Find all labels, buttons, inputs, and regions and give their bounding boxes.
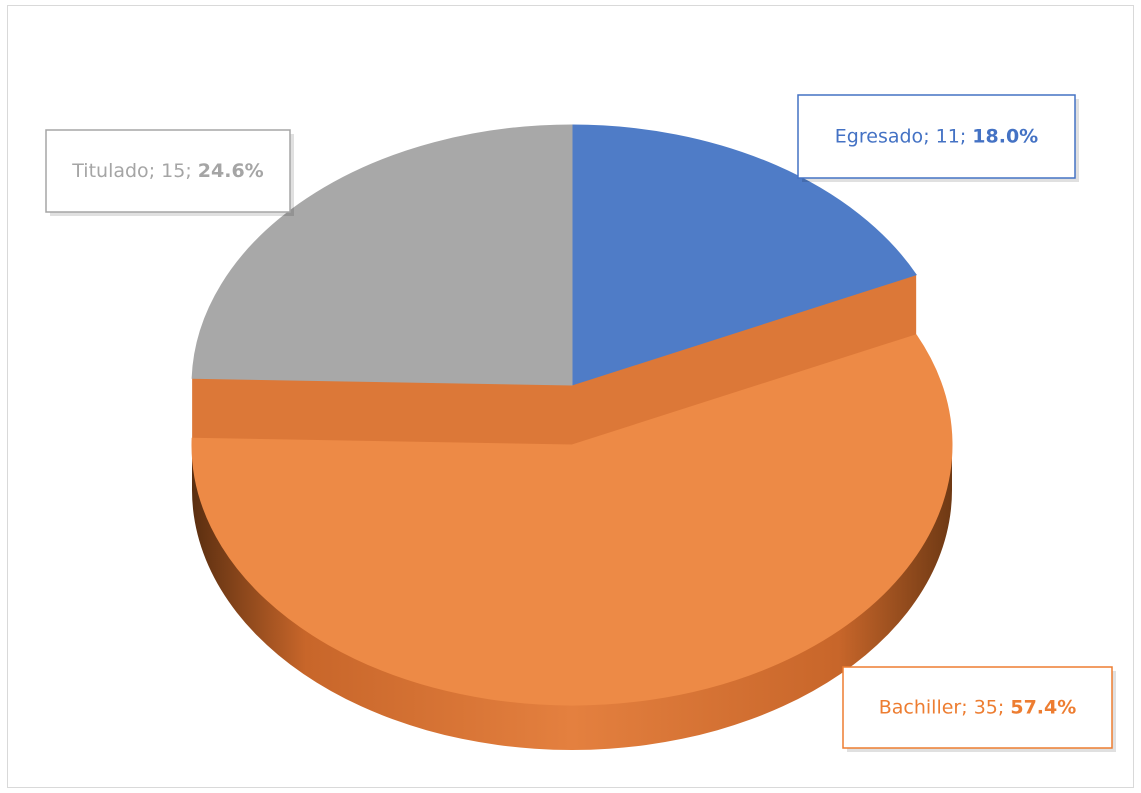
pie-slice [571, 124, 917, 386]
separator: ; [185, 160, 197, 182]
percent-label: 57.4% [1010, 696, 1076, 718]
pie-side [192, 445, 952, 750]
value-label: 11 [936, 125, 960, 147]
category-label: Egresado [835, 125, 923, 147]
category-label: Bachiller [879, 696, 962, 718]
separator: ; [149, 160, 161, 182]
value-label: 15 [161, 160, 185, 182]
data-label: Bachiller; 35; 57.4% [879, 696, 1077, 718]
label-box [842, 666, 1113, 749]
value-label: 35 [974, 696, 998, 718]
pie-wall [192, 378, 572, 445]
pie-wall [572, 274, 917, 445]
category-label: Titulado [71, 160, 148, 182]
pie-slice [191, 124, 573, 386]
label-box [797, 94, 1076, 179]
data-label: Egresado; 11; 18.0% [835, 125, 1038, 147]
label-box [45, 129, 291, 213]
data-label: Titulado; 15; 24.6% [71, 160, 263, 182]
separator: ; [923, 125, 935, 147]
separator: ; [960, 125, 972, 147]
percent-label: 24.6% [198, 160, 264, 182]
separator: ; [961, 696, 973, 718]
separator: ; [998, 696, 1010, 718]
pie-slice [191, 334, 953, 706]
percent-label: 18.0% [972, 125, 1038, 147]
